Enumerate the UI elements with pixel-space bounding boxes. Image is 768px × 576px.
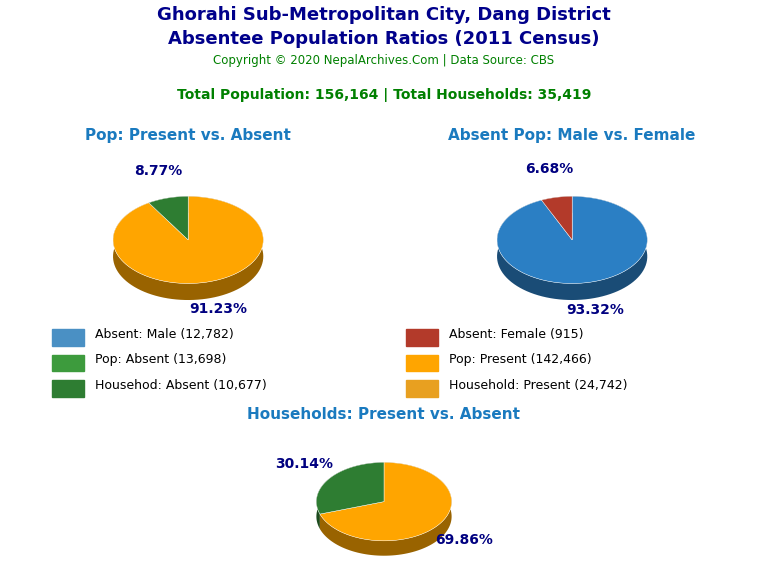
Text: 91.23%: 91.23% (189, 302, 247, 316)
Bar (406, 355, 439, 372)
Text: Absentee Population Ratios (2011 Census): Absentee Population Ratios (2011 Census) (168, 30, 600, 48)
Text: Absent: Male (12,782): Absent: Male (12,782) (95, 328, 234, 341)
Polygon shape (113, 196, 263, 300)
Bar (406, 380, 439, 397)
Text: 8.77%: 8.77% (134, 164, 183, 177)
Bar (406, 329, 439, 346)
Text: 93.32%: 93.32% (566, 304, 624, 317)
Text: 30.14%: 30.14% (276, 457, 333, 471)
Bar (52, 380, 84, 397)
Text: Absent Pop: Male vs. Female: Absent Pop: Male vs. Female (449, 128, 696, 143)
Polygon shape (320, 463, 452, 556)
Polygon shape (149, 196, 188, 219)
Text: Households: Present vs. Absent: Households: Present vs. Absent (247, 407, 521, 422)
Polygon shape (149, 196, 188, 240)
Text: 69.86%: 69.86% (435, 533, 492, 547)
Text: Pop: Absent (13,698): Pop: Absent (13,698) (95, 354, 227, 366)
Text: Househod: Absent (10,677): Househod: Absent (10,677) (95, 379, 267, 392)
Bar (52, 355, 84, 372)
Polygon shape (497, 196, 647, 300)
Text: Ghorahi Sub-Metropolitan City, Dang District: Ghorahi Sub-Metropolitan City, Dang Dist… (157, 6, 611, 24)
Polygon shape (320, 463, 452, 541)
Text: Total Population: 156,164 | Total Households: 35,419: Total Population: 156,164 | Total Househ… (177, 88, 591, 102)
Polygon shape (541, 196, 572, 217)
Polygon shape (316, 463, 384, 529)
Text: 6.68%: 6.68% (525, 162, 574, 176)
Polygon shape (113, 196, 263, 283)
Polygon shape (541, 196, 572, 240)
Polygon shape (497, 196, 647, 283)
Text: Pop: Present (142,466): Pop: Present (142,466) (449, 354, 591, 366)
Text: Copyright © 2020 NepalArchives.Com | Data Source: CBS: Copyright © 2020 NepalArchives.Com | Dat… (214, 54, 554, 67)
Text: Household: Present (24,742): Household: Present (24,742) (449, 379, 627, 392)
Text: Absent: Female (915): Absent: Female (915) (449, 328, 584, 341)
Text: Pop: Present vs. Absent: Pop: Present vs. Absent (85, 128, 291, 143)
Bar (52, 329, 84, 346)
Polygon shape (316, 463, 384, 514)
